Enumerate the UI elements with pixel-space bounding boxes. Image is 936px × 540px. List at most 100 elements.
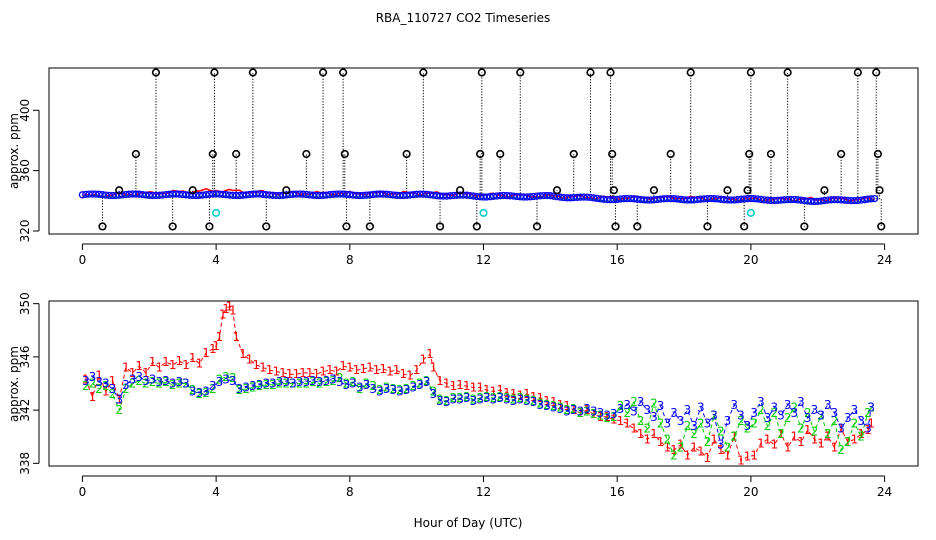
series-2-point: 2 [329, 374, 337, 388]
series-1-point: 1 [443, 377, 451, 391]
series-1-point: 1 [550, 395, 558, 409]
series-1-point: 1 [463, 379, 471, 393]
series-1-point: 1 [777, 427, 785, 441]
series-2-point: 2 [436, 393, 444, 407]
series-3-point: 3 [336, 375, 344, 389]
series-2-point: 2 [851, 416, 859, 430]
top-series-blue-point [817, 197, 825, 205]
series-2-point: 2 [182, 377, 190, 391]
series-3-point: 3 [597, 406, 605, 420]
spike-marker [745, 149, 754, 159]
series-3-line [85, 376, 872, 445]
top-series-blue-point [158, 191, 167, 199]
series-2-point: 2 [389, 382, 397, 396]
top-panel: 0 4 8 12 16 20 24 320 360 400 approx. ppm [7, 67, 919, 267]
top-series-blue-point [229, 191, 237, 200]
top-series-blue-point [322, 191, 331, 199]
series-1-point: 1 [516, 389, 524, 403]
series-2-point: 2 [757, 403, 765, 417]
series-3-point: 3 [583, 402, 591, 416]
top-series-blue-point [115, 191, 123, 199]
series-1-point: 1 [413, 363, 421, 377]
top-series-blue-point [426, 191, 434, 199]
series-1-point: 1 [366, 361, 374, 375]
top-series-blue-point [727, 196, 735, 204]
top-series-blue-point [576, 193, 585, 201]
series-2-point: 2 [175, 377, 183, 391]
series-1-point: 1 [306, 366, 314, 380]
series-2-point: 2 [543, 398, 551, 412]
top-baseline [78, 187, 879, 206]
top-series-blue-point [409, 190, 417, 199]
spike-marker [608, 149, 617, 159]
spike-marker [248, 68, 257, 77]
series-2-point: 2 [142, 377, 150, 391]
series-2-point: 2 [202, 386, 210, 400]
top-series-blue-point [753, 195, 762, 203]
series-3-point: 3 [216, 375, 224, 389]
series-3-point: 3 [162, 374, 170, 388]
series-3-point: 3 [677, 414, 685, 428]
series-3-point: 3 [657, 399, 665, 413]
series-1-point: 1 [95, 369, 103, 383]
spike-marker [820, 186, 829, 195]
series-1-point: 1 [226, 299, 234, 313]
series-2-point: 2 [867, 401, 875, 415]
series-3-point: 3 [409, 381, 417, 395]
series-2-point: 2 [450, 391, 458, 405]
top-x-tick-label: 0 [79, 253, 87, 267]
series-2-point: 2 [356, 382, 364, 396]
spike-marker [633, 222, 642, 231]
top-series-blue-point [677, 195, 685, 204]
top-series-blue-point [687, 196, 695, 204]
series-3-point: 3 [637, 395, 645, 409]
series-1-point: 1 [797, 435, 805, 449]
series-1-point: 1 [175, 354, 183, 368]
series-1-point: 1 [373, 363, 381, 377]
series-2-point: 2 [155, 377, 163, 391]
top-series-blue-point [433, 192, 441, 200]
series-2-point: 2 [610, 410, 618, 424]
top-y-tick-label: 320 [18, 220, 32, 243]
series-1-point: 1 [122, 361, 130, 375]
series-2-point: 2 [122, 382, 130, 396]
series-1-point: 1 [313, 367, 321, 381]
top-series-blue-point [870, 194, 879, 203]
top-series-blue-point [703, 194, 712, 203]
spike-marker [342, 222, 351, 231]
series-2-point: 2 [831, 414, 839, 428]
series-3-point: 3 [536, 398, 544, 412]
series-3-point: 3 [423, 375, 431, 389]
series-3-point: 3 [323, 374, 331, 388]
series-1-point: 1 [757, 436, 765, 450]
bottom-x-axis: 0 4 8 12 16 20 24 [79, 475, 892, 499]
series-3-point: 3 [610, 407, 618, 421]
series-3-point: 3 [510, 394, 518, 408]
bottom-y-tick-label: 338 [18, 452, 32, 475]
series-1-point: 1 [764, 432, 772, 446]
spike-marker [340, 149, 349, 159]
series-1-point: 1 [162, 355, 170, 369]
top-series-blue-point [145, 191, 153, 199]
top-series-blue-point [249, 190, 257, 198]
series-3-point: 3 [697, 401, 705, 415]
series-1-point: 1 [677, 438, 685, 452]
spike-marker [611, 222, 620, 231]
series-1-point: 1 [252, 358, 260, 372]
series-3-point: 3 [122, 378, 130, 392]
top-series-blue-point [339, 190, 347, 198]
series-1-point: 1 [326, 363, 334, 377]
top-series-blue-point [306, 191, 314, 199]
top-y-tick-label: 360 [18, 159, 32, 182]
top-series-blue-point [723, 196, 732, 204]
top-series-blue-point [636, 195, 645, 204]
series-3-point: 3 [690, 419, 698, 433]
series-2-point: 2 [216, 373, 224, 387]
top-series-blue-point [352, 191, 361, 200]
series-1-point: 1 [196, 357, 204, 371]
top-series-blue-point [162, 190, 170, 199]
top-series-blue-point [850, 196, 859, 205]
top-series-blue-point [804, 197, 812, 205]
series-3-point: 3 [303, 375, 311, 389]
spike-marker [188, 186, 197, 195]
